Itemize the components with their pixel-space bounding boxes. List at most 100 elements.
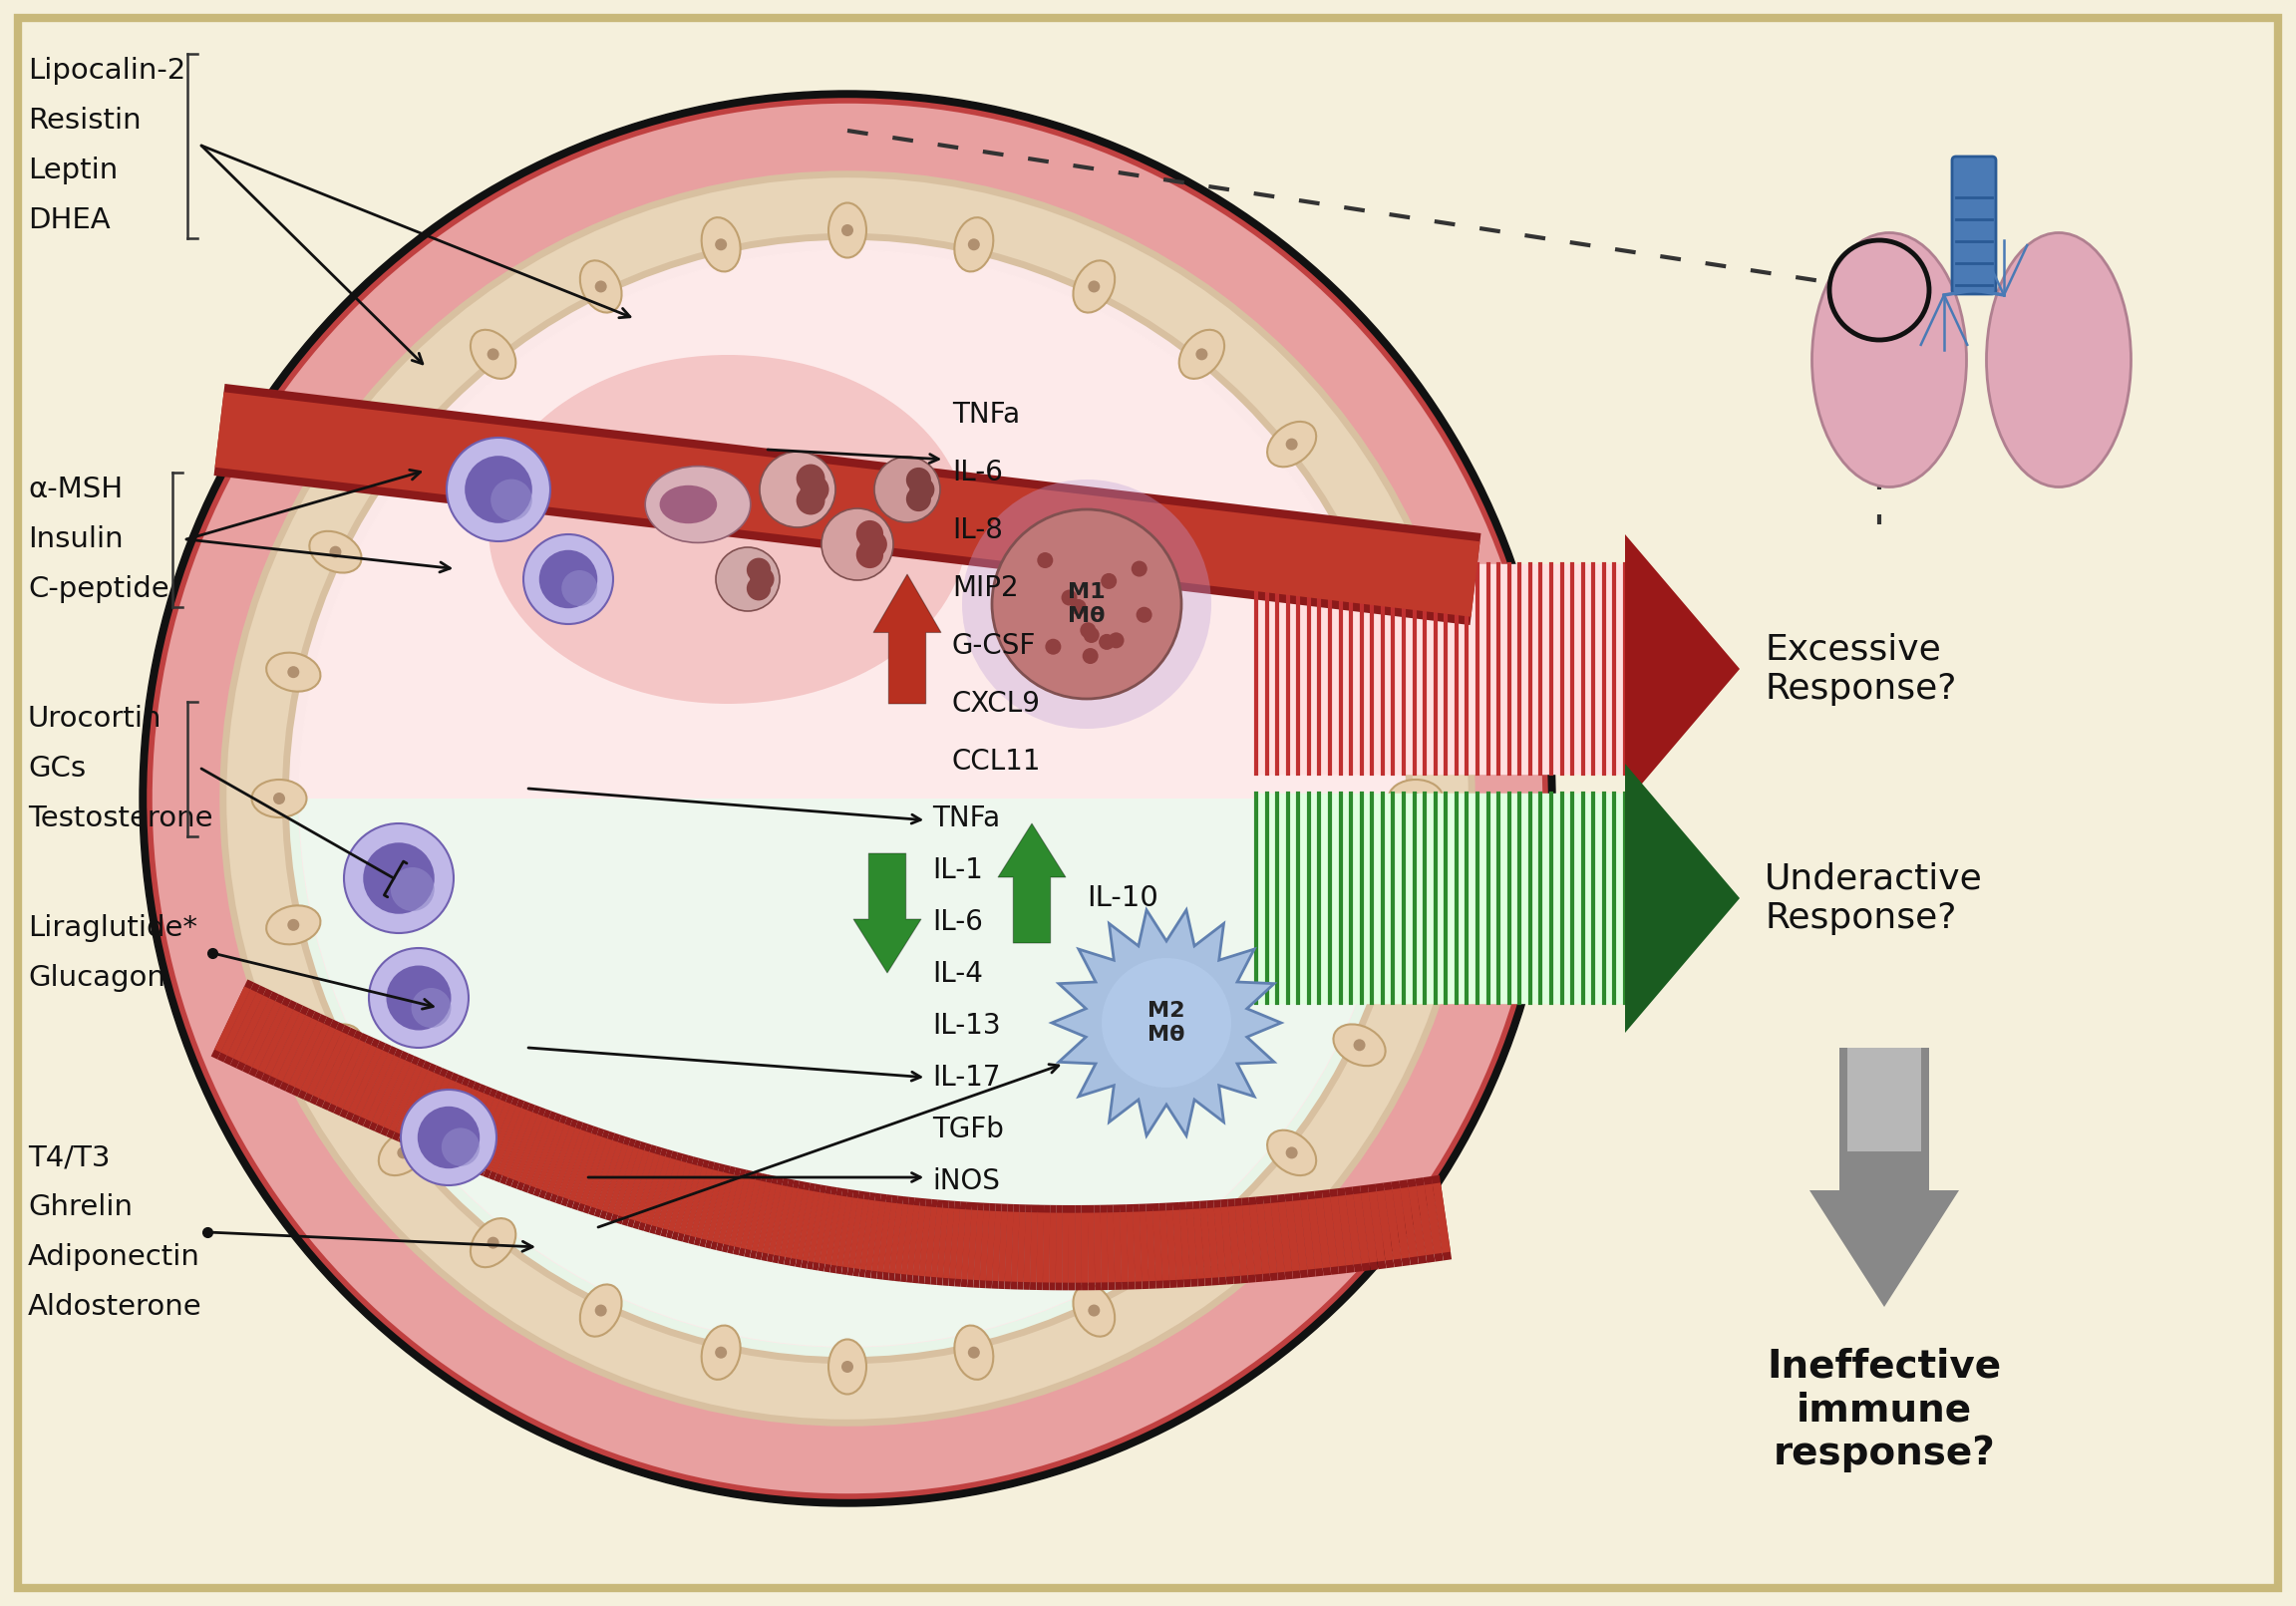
Polygon shape bbox=[895, 1204, 909, 1274]
Polygon shape bbox=[974, 1203, 985, 1288]
Polygon shape bbox=[1031, 1204, 1038, 1290]
Polygon shape bbox=[882, 1195, 898, 1280]
Circle shape bbox=[1070, 599, 1086, 615]
Circle shape bbox=[714, 1346, 728, 1359]
Polygon shape bbox=[666, 1155, 693, 1238]
Polygon shape bbox=[1166, 1203, 1178, 1288]
Polygon shape bbox=[771, 1179, 794, 1264]
Text: IL-4: IL-4 bbox=[932, 960, 983, 988]
Polygon shape bbox=[746, 1180, 767, 1249]
Polygon shape bbox=[1263, 1195, 1279, 1282]
Polygon shape bbox=[1352, 1193, 1368, 1264]
Polygon shape bbox=[1173, 1209, 1182, 1280]
Polygon shape bbox=[1180, 1201, 1192, 1286]
Ellipse shape bbox=[1180, 329, 1224, 379]
Polygon shape bbox=[751, 1182, 771, 1251]
Polygon shape bbox=[1068, 1213, 1075, 1283]
Text: Urocortin: Urocortin bbox=[28, 705, 163, 732]
Polygon shape bbox=[218, 983, 259, 1062]
Polygon shape bbox=[1010, 1204, 1019, 1290]
Polygon shape bbox=[801, 1192, 820, 1261]
Polygon shape bbox=[925, 1206, 937, 1277]
Polygon shape bbox=[413, 1074, 445, 1142]
Polygon shape bbox=[1329, 1196, 1345, 1267]
Polygon shape bbox=[507, 1113, 537, 1179]
Circle shape bbox=[909, 477, 934, 503]
Polygon shape bbox=[262, 1002, 303, 1082]
Polygon shape bbox=[418, 1078, 450, 1143]
Polygon shape bbox=[1382, 1182, 1403, 1267]
Polygon shape bbox=[340, 1037, 379, 1118]
Circle shape bbox=[363, 843, 434, 914]
Polygon shape bbox=[1042, 1204, 1049, 1290]
Text: Liraglutide*: Liraglutide* bbox=[28, 914, 197, 943]
Polygon shape bbox=[331, 1039, 365, 1107]
Polygon shape bbox=[540, 1116, 572, 1198]
Polygon shape bbox=[1306, 1192, 1322, 1277]
Circle shape bbox=[563, 570, 597, 605]
Circle shape bbox=[1352, 1039, 1366, 1050]
Polygon shape bbox=[255, 1001, 296, 1079]
Polygon shape bbox=[638, 1148, 668, 1232]
Polygon shape bbox=[595, 1135, 625, 1217]
Polygon shape bbox=[1125, 1204, 1134, 1290]
Polygon shape bbox=[707, 1172, 728, 1241]
Polygon shape bbox=[1215, 1208, 1226, 1277]
Polygon shape bbox=[1263, 1203, 1277, 1274]
Polygon shape bbox=[1293, 1193, 1309, 1278]
Polygon shape bbox=[866, 1193, 882, 1278]
Polygon shape bbox=[223, 986, 266, 1065]
Polygon shape bbox=[760, 1177, 783, 1261]
Circle shape bbox=[1286, 1147, 1297, 1160]
Circle shape bbox=[746, 577, 771, 601]
Polygon shape bbox=[390, 1065, 422, 1132]
Polygon shape bbox=[381, 1055, 420, 1137]
Polygon shape bbox=[1088, 1213, 1095, 1283]
Polygon shape bbox=[1401, 1187, 1417, 1257]
Circle shape bbox=[801, 475, 829, 504]
Polygon shape bbox=[1093, 1213, 1102, 1283]
Circle shape bbox=[1038, 552, 1054, 569]
Polygon shape bbox=[955, 1201, 967, 1286]
Polygon shape bbox=[432, 1078, 471, 1158]
Polygon shape bbox=[478, 1095, 514, 1176]
Polygon shape bbox=[1375, 1182, 1394, 1269]
Polygon shape bbox=[700, 1163, 726, 1248]
Polygon shape bbox=[723, 1176, 744, 1245]
Polygon shape bbox=[1120, 1213, 1127, 1282]
Polygon shape bbox=[670, 1156, 698, 1240]
Polygon shape bbox=[211, 980, 255, 1060]
Polygon shape bbox=[370, 1050, 409, 1131]
Circle shape bbox=[397, 1147, 409, 1160]
Polygon shape bbox=[1626, 535, 1740, 803]
Polygon shape bbox=[955, 1209, 967, 1278]
Circle shape bbox=[390, 867, 434, 911]
Polygon shape bbox=[1309, 1198, 1322, 1269]
Polygon shape bbox=[489, 1099, 523, 1180]
Ellipse shape bbox=[266, 906, 321, 944]
Polygon shape bbox=[354, 1050, 388, 1116]
Ellipse shape bbox=[703, 1325, 739, 1380]
Ellipse shape bbox=[829, 1339, 866, 1394]
Text: DHEA: DHEA bbox=[28, 206, 110, 234]
Polygon shape bbox=[434, 1084, 466, 1152]
Polygon shape bbox=[1848, 1047, 1922, 1152]
Circle shape bbox=[1109, 633, 1125, 649]
Polygon shape bbox=[1114, 1213, 1120, 1282]
Polygon shape bbox=[1068, 1204, 1075, 1290]
Circle shape bbox=[287, 666, 298, 678]
Polygon shape bbox=[535, 1123, 565, 1190]
Polygon shape bbox=[450, 1084, 487, 1164]
Polygon shape bbox=[1352, 1185, 1371, 1272]
Polygon shape bbox=[650, 1152, 677, 1233]
Ellipse shape bbox=[829, 202, 866, 257]
Text: α-MSH: α-MSH bbox=[28, 475, 122, 503]
Polygon shape bbox=[1035, 1204, 1045, 1290]
Polygon shape bbox=[824, 1187, 843, 1272]
Polygon shape bbox=[636, 1153, 659, 1222]
Polygon shape bbox=[625, 1150, 650, 1219]
Polygon shape bbox=[597, 1142, 622, 1211]
Polygon shape bbox=[813, 1193, 831, 1262]
Circle shape bbox=[1084, 626, 1100, 642]
Ellipse shape bbox=[310, 532, 360, 573]
